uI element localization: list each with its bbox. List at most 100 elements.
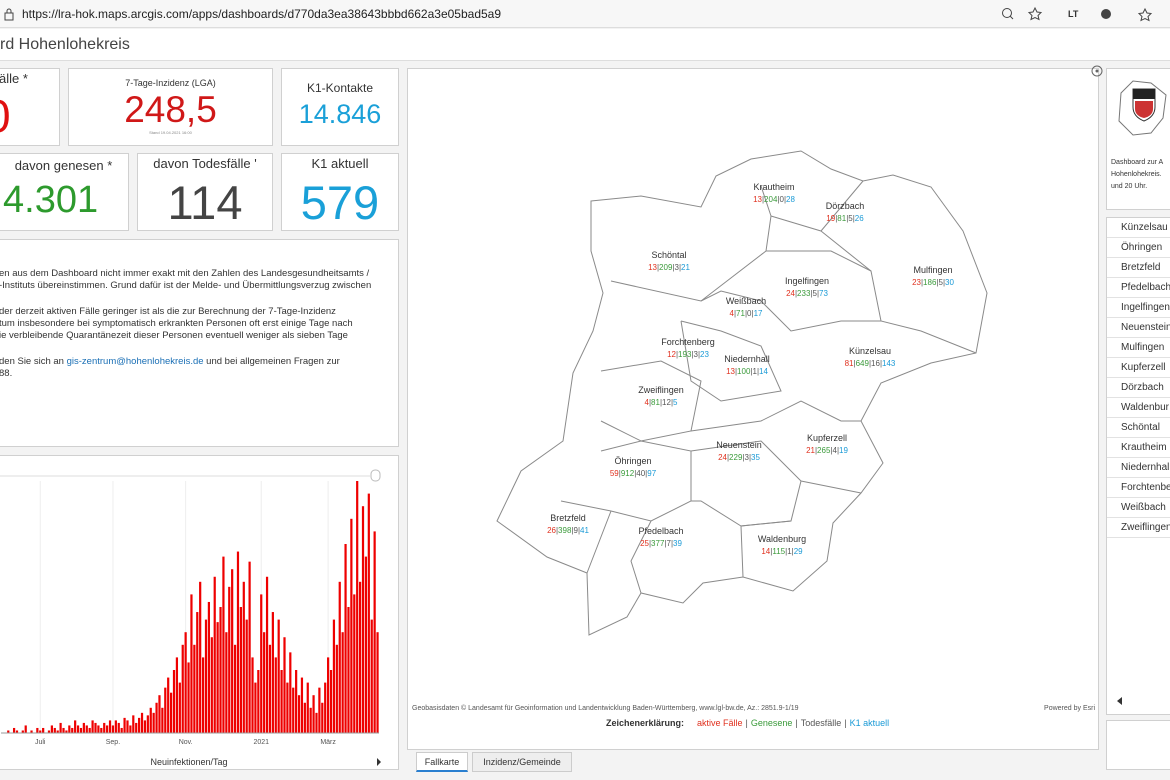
figure: 204: [764, 195, 778, 204]
bar: [376, 632, 379, 733]
figure: 229: [729, 453, 743, 462]
separator: |: [727, 453, 729, 462]
info-text: ie verbleibende Quarantänezeit dieser Pe…: [0, 330, 348, 341]
list-item[interactable]: Öhringen: [1107, 238, 1170, 258]
bar: [152, 712, 155, 733]
list-item[interactable]: Bretzfeld: [1107, 258, 1170, 278]
bar: [135, 722, 138, 733]
next-arrow[interactable]: [377, 758, 381, 766]
separator: |: [815, 446, 817, 455]
tab[interactable]: Inzidenz/Gemeinde: [472, 752, 572, 772]
list-item[interactable]: Kupferzell: [1107, 358, 1170, 378]
bar: [248, 561, 251, 733]
figure: 13: [648, 263, 657, 272]
fullscreen-icon[interactable]: [1091, 65, 1103, 77]
info-text: den Sie sich an gis-zentrum@hohenlohekre…: [0, 356, 398, 368]
list-item[interactable]: Schöntal: [1107, 418, 1170, 438]
bar: [196, 612, 199, 733]
list-item[interactable]: Mulfingen: [1107, 338, 1170, 358]
kpi-label: K1 aktuell: [311, 156, 369, 171]
list-item[interactable]: Niedernhal: [1107, 458, 1170, 478]
bar: [318, 687, 321, 733]
bar: [94, 722, 97, 733]
figure: 59: [610, 469, 619, 478]
kpi-label: davon genesen *: [14, 158, 113, 173]
url[interactable]: https://lra-hok.maps.arcgis.com/apps/das…: [22, 7, 502, 21]
figure: 3: [744, 453, 749, 462]
bar: [364, 556, 368, 733]
kpi-card: davon Todesfälle ' 114: [137, 153, 273, 231]
district-name: Weißbach: [726, 296, 766, 306]
municipality-list: Künzelsau Öhringen Bretzfeld Pfedelbach Inge…: [1106, 217, 1170, 715]
bar: [50, 725, 53, 733]
figure: 4: [832, 446, 837, 455]
bar: [126, 720, 129, 733]
figure: 4: [730, 309, 735, 318]
list-item[interactable]: Pfedelbach: [1107, 278, 1170, 298]
bar: [187, 662, 190, 733]
bar: [140, 712, 144, 733]
list-item[interactable]: Waldenbur: [1107, 398, 1170, 418]
list-item[interactable]: Künzelsau: [1107, 218, 1170, 238]
separator: |: [649, 539, 651, 548]
bar: [335, 644, 338, 733]
figure: 398: [558, 526, 572, 535]
figure: 13: [726, 367, 735, 376]
email-link[interactable]: gis-zentrum@hohenlohekreis.de: [66, 356, 204, 367]
chart: Neuinfektionen/Tag Juli Sep. Nov. 2021 März: [0, 469, 381, 767]
kpi-card: 7-Tage-Inzidenz (LGA) 248,5 Stand 19.04.…: [68, 68, 273, 146]
figure: 81: [837, 214, 846, 223]
list-item[interactable]: Ingelfingen: [1107, 298, 1170, 318]
figure: 377: [651, 539, 665, 548]
district-figures: 21|265|4|19: [806, 446, 848, 455]
district-name: Ingelfingen: [785, 276, 829, 286]
bar: [175, 657, 179, 733]
kpi-card: K1-Kontakte 14.846: [281, 68, 399, 146]
browser-bar: https://lra-hok.maps.arcgis.com/apps/das…: [0, 0, 1170, 28]
district-figures: 24|229|3|35: [718, 453, 760, 462]
bar: [222, 556, 225, 733]
kpi-card: K1 aktuell 579: [281, 153, 399, 231]
bar: [103, 722, 106, 733]
figure: 17: [754, 309, 763, 318]
list-item[interactable]: Neuenstein: [1107, 318, 1170, 338]
map: Krautheim13|204|0|28Dörzbach19|81|5|26Sc…: [412, 150, 1095, 728]
district-name: Zweiflingen: [638, 385, 684, 395]
bar: [79, 727, 83, 733]
scroll-left[interactable]: [1115, 696, 1125, 706]
list-item[interactable]: Dörzbach: [1107, 378, 1170, 398]
list-item[interactable]: Weißbach: [1107, 498, 1170, 518]
bar: [59, 722, 62, 733]
district-name: Pfedelbach: [638, 526, 683, 536]
figure: 1: [752, 367, 757, 376]
bar: [207, 601, 211, 733]
figure: 40: [636, 469, 645, 478]
bar: [263, 632, 266, 733]
separator: |: [749, 453, 751, 462]
bar: [219, 607, 222, 733]
bar: [327, 657, 330, 733]
svg-text:LT: LT: [1068, 9, 1079, 19]
list-item[interactable]: Krautheim: [1107, 438, 1170, 458]
separator: |: [671, 398, 673, 407]
separator: |: [784, 195, 786, 204]
separator: |: [810, 289, 812, 298]
figure: 209: [659, 263, 673, 272]
bar: [82, 722, 85, 733]
tab[interactable]: Fallkarte: [416, 752, 468, 772]
list-item[interactable]: Zweiflingen: [1107, 518, 1170, 538]
figure: 265: [817, 446, 831, 455]
separator: |: [649, 398, 651, 407]
x-tick-label: Juli: [35, 739, 46, 746]
x-tick-label: Sep.: [106, 739, 120, 746]
scroll-handle[interactable]: [370, 469, 381, 482]
figure: 35: [751, 453, 760, 462]
bar: [68, 725, 71, 733]
figure: 1: [787, 547, 792, 556]
kpi-label: älle *: [0, 71, 28, 86]
about-text: Dashboard zur A Hohenlohekreis. und 20 U…: [1111, 157, 1163, 193]
district-figures: 25|377|7|39: [640, 539, 682, 548]
list-item[interactable]: Forchtenbe: [1107, 478, 1170, 498]
kpi-note: Stand 19.04.2021 16:00: [149, 130, 192, 135]
bar: [216, 622, 219, 733]
